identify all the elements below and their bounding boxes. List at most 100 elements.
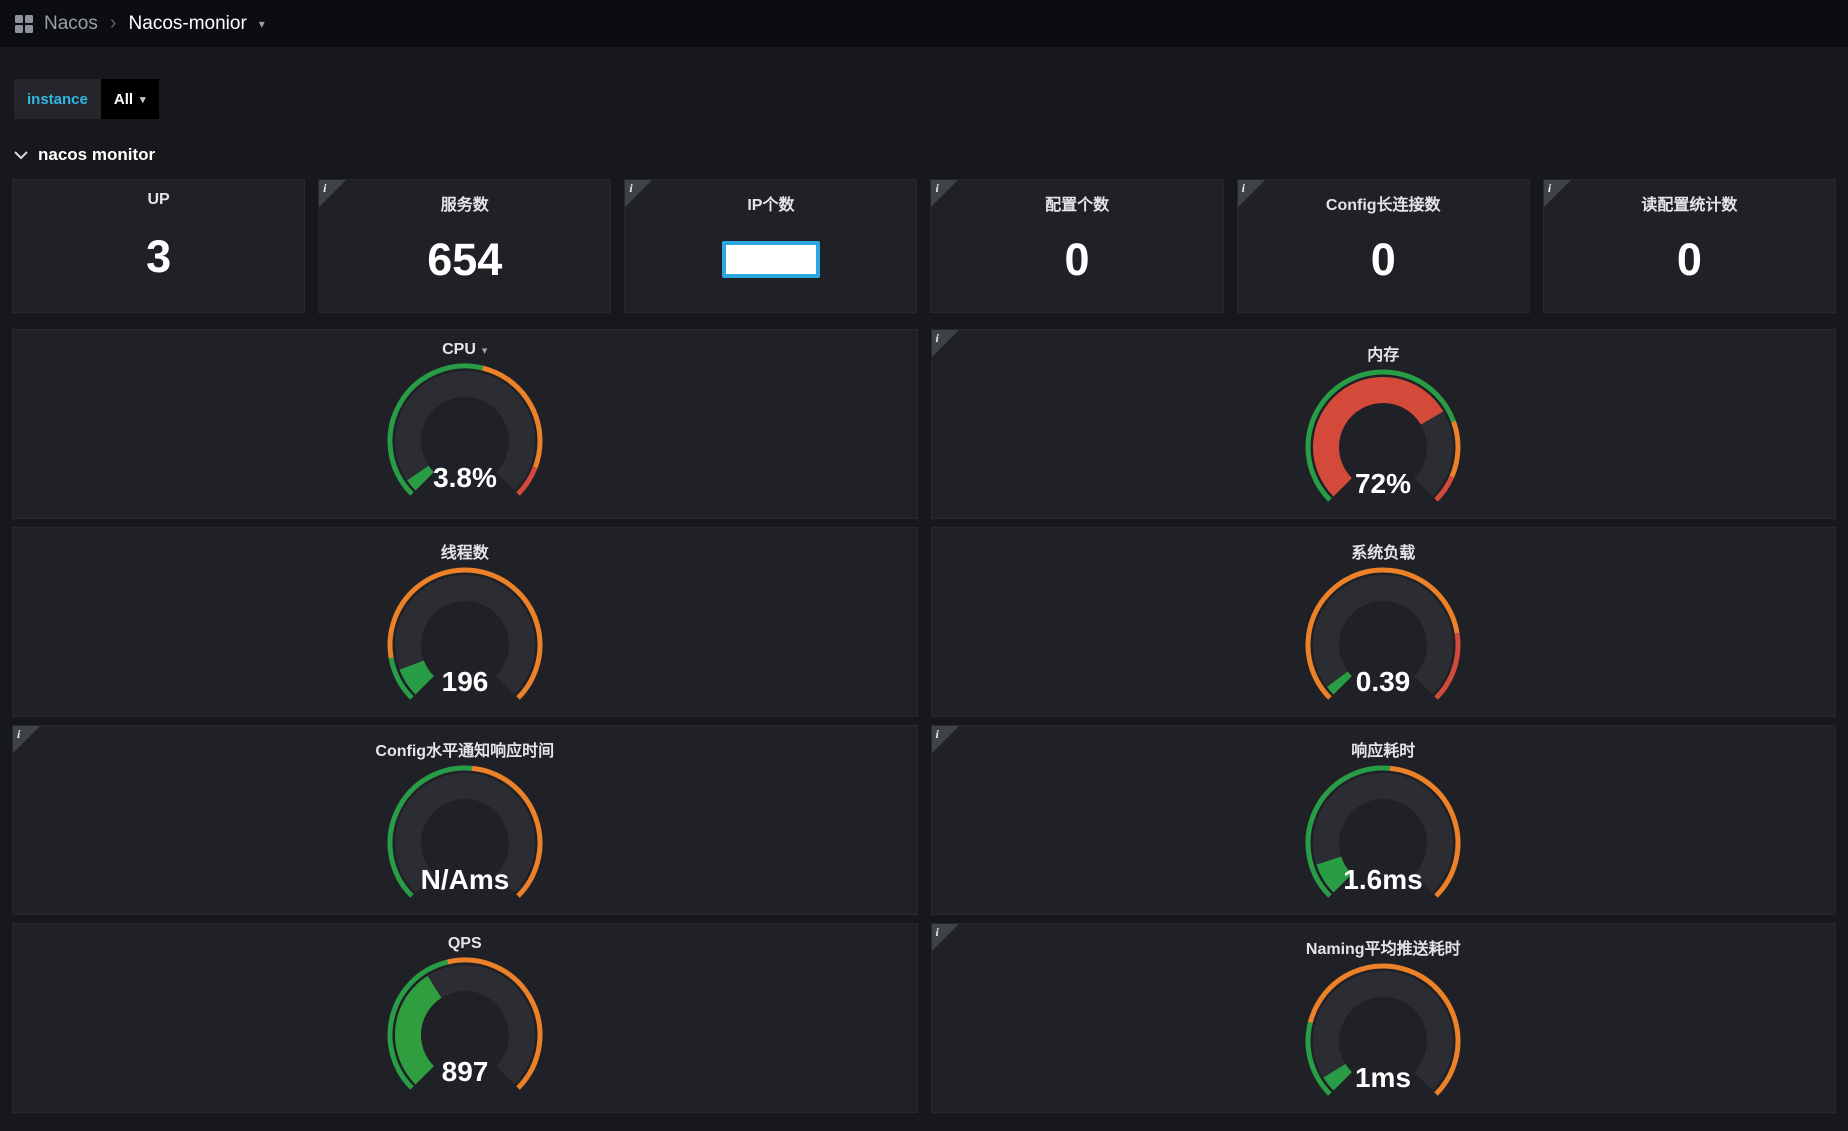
panel-info-icon[interactable]: i [319, 180, 347, 207]
info-letter: i [323, 181, 327, 195]
info-letter: i [17, 727, 21, 741]
gauge-threshold-segment [1305, 1021, 1333, 1096]
gauge-value: 897 [441, 1056, 488, 1087]
info-letter: i [935, 925, 939, 939]
stat-value: 3 [146, 230, 172, 282]
gauge-value: 196 [441, 666, 488, 697]
gauge-background-arc [1313, 971, 1454, 1091]
stat-panel-up: UP 3 [12, 179, 306, 313]
panel-info-icon[interactable]: i [931, 726, 959, 753]
gauge-fill-arc [399, 659, 435, 695]
stat-panel-config-long-conn: i Config长连接数 0 [1236, 179, 1530, 313]
gauge-background-arc [394, 575, 535, 695]
gauge-value: 72% [1355, 468, 1411, 499]
gauge-panel-response-latency: i 响应耗时 1.6ms [930, 725, 1836, 915]
panel-title[interactable]: Config水平通知响应时间 [375, 743, 555, 760]
panel-info-icon[interactable]: i [13, 726, 40, 753]
gauge-threshold-segment [515, 466, 538, 496]
panel-title[interactable]: Naming平均推送耗时 [1305, 941, 1461, 958]
gauge-threshold-segment [1305, 765, 1391, 898]
instance-variable-label: instance [14, 79, 101, 119]
stat-value: 654 [427, 233, 503, 285]
gauge-threshold-segment [1390, 765, 1461, 898]
gauge-fill-arc [1327, 671, 1353, 695]
stat-value: 0 [1064, 233, 1090, 285]
panel-menu-caret-icon[interactable]: ▾ [481, 344, 488, 357]
panel-title[interactable]: CPU [442, 341, 476, 358]
gauge-value: 1ms [1355, 1062, 1411, 1093]
gauge-threshold-segment [388, 657, 414, 700]
dashboards-grid-icon[interactable] [14, 14, 34, 34]
gauge-panel-qps: QPS 897 [12, 923, 918, 1113]
panel-title[interactable]: 读配置统计数 [1641, 197, 1738, 214]
panel-title[interactable]: 系统负载 [1351, 545, 1416, 562]
stat-value: 0 [1676, 233, 1702, 285]
panel-info-icon[interactable]: i [931, 180, 959, 207]
panel-title[interactable]: UP [147, 191, 170, 208]
gauge-value: N/Ams [420, 864, 509, 895]
dashboard-dropdown-caret-icon[interactable]: ▾ [258, 16, 265, 31]
stat-panels-row: UP 3 i 服务数 654 i IP个数 i 配置个数 0 i Config长连接数 0 i 读配置统计数… [12, 179, 1836, 313]
panel-info-icon[interactable]: i [1543, 180, 1571, 207]
gauge-value: 0.39 [1356, 666, 1411, 697]
gauge-background-arc [394, 371, 535, 491]
info-letter: i [629, 181, 633, 195]
breadcrumb-app[interactable]: Nacos [44, 12, 98, 34]
panel-info-icon[interactable]: i [1237, 180, 1265, 207]
top-nav: Nacos › Nacos-monior ▾ [0, 0, 1848, 47]
panel-info-icon[interactable]: i [931, 924, 959, 951]
gauge-threshold-segment [1308, 963, 1461, 1096]
gauge-threshold-segment [1449, 420, 1461, 478]
panel-title[interactable]: 内存 [1367, 347, 1400, 364]
gauge-panels-grid: CPU ▾ 3.8% i 内存 72% 线程数 196 系统负载 0.39 i Config水平通知响… [12, 329, 1836, 1113]
stat-panel-service-count: i 服务数 654 [318, 179, 612, 313]
gauge-fill-arc [1313, 377, 1444, 497]
panel-info-icon[interactable]: i [931, 330, 959, 357]
gauge-background-arc [1313, 773, 1454, 893]
panel-title[interactable]: QPS [447, 935, 482, 952]
gauge-background-arc [1313, 575, 1454, 695]
gauge: 897 [387, 957, 543, 1090]
panel-title[interactable]: Config长连接数 [1325, 197, 1441, 214]
gauge-panel-config-notify-latency: i Config水平通知响应时间 N/Ams [12, 725, 918, 915]
gauge: 72% [1305, 369, 1461, 502]
gauge-threshold-segment [1434, 632, 1461, 700]
panel-title[interactable]: 线程数 [440, 545, 489, 562]
row-title: nacos monitor [38, 145, 156, 164]
instance-variable-value: All [113, 90, 134, 108]
info-letter: i [935, 181, 939, 195]
gauge-threshold-segment [471, 765, 543, 898]
panel-title[interactable]: 响应耗时 [1351, 743, 1416, 760]
gauge-threshold-segment [387, 567, 543, 700]
stat-panel-config-read-stats: i 读配置统计数 0 [1542, 179, 1836, 313]
gauge-background-arc [394, 773, 535, 893]
gauge-panel-system-load: 系统负载 0.39 [930, 527, 1836, 717]
stat-panel-config-count: i 配置个数 0 [930, 179, 1224, 313]
gauge-threshold-segment [446, 957, 543, 1090]
info-letter: i [935, 727, 939, 741]
ip-count-input[interactable] [721, 241, 820, 278]
dashboard-row-toggle[interactable]: nacos monitor [14, 145, 1848, 165]
stat-panel-ip-count: i IP个数 [624, 179, 918, 313]
info-letter: i [1547, 181, 1552, 195]
gauge-value: 3.8% [433, 462, 497, 493]
gauge-panel-memory: i 内存 72% [930, 329, 1836, 519]
gauge-threshold-segment [1434, 475, 1455, 502]
gauge-fill-arc [1316, 856, 1353, 893]
stat-value: 0 [1370, 233, 1396, 285]
breadcrumb-dashboard-title[interactable]: Nacos-monior [128, 12, 247, 34]
panel-info-icon[interactable]: i [625, 180, 653, 207]
info-letter: i [935, 331, 939, 345]
gauge-panel-cpu: CPU ▾ 3.8% [12, 329, 918, 519]
panel-title[interactable]: 配置个数 [1045, 197, 1110, 214]
caret-down-icon: ▾ [140, 93, 146, 106]
gauge: 196 [387, 567, 543, 700]
panel-title[interactable]: 服务数 [440, 197, 489, 214]
instance-variable-dropdown[interactable]: All ▾ [100, 79, 159, 119]
gauge: 1.6ms [1305, 765, 1461, 898]
gauge-panel-thread-count: 线程数 196 [12, 527, 918, 717]
gauge: N/Ams [387, 765, 543, 898]
panel-title[interactable]: IP个数 [747, 197, 795, 214]
breadcrumb-separator-icon: › [109, 12, 117, 34]
gauge-value: 1.6ms [1344, 864, 1423, 895]
